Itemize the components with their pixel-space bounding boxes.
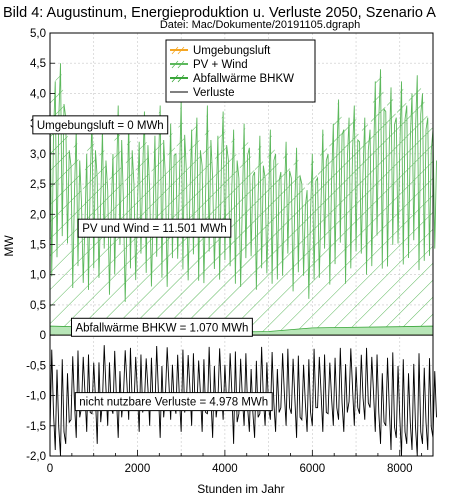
y-tick-label: 1,5 [30,240,46,252]
pv-wind-line [49,63,437,302]
y-tick-label: -1,0 [26,391,46,403]
annotation: Umgebungsluft = 0 MWh [32,115,169,135]
annotation-box [77,218,232,238]
y-tick-label: 4,0 [30,88,46,100]
annotation: nicht nutzbare Verluste = 4.978 MWh [74,392,273,412]
legend-item: Umgebungsluft [170,45,271,57]
annotation-box [32,115,169,135]
legend-box [165,39,316,103]
verluste-line [49,345,437,457]
annotation-label: PV und Wind = 11.501 MWh [82,223,227,235]
annotation-label: Abfallwärme BHKW = 1.070 MWh [75,322,248,334]
y-tick-label: 3,0 [30,149,46,161]
legend-hatch [171,74,185,83]
svg-text:MW: MW [2,235,16,257]
y-tick-label: 4,5 [30,58,46,70]
annotation: PV und Wind = 11.501 MWh [77,218,232,238]
y-tick-label: -2,0 [26,451,46,463]
y-tick-label: 5,0 [30,28,46,40]
y-tick-label: -1,5 [26,421,46,433]
y-axis-label: MW [2,235,16,257]
x-tick-label: 4000 [212,463,238,475]
legend-label: PV + Wind [193,59,248,71]
legend-item: Verluste [170,87,235,99]
x-tick-label: 8000 [387,463,413,475]
annotation-box [74,392,273,412]
legend-hatch [171,46,185,55]
y-tick-label: 0,5 [30,300,46,312]
annotation-box [70,317,253,337]
annotation: Abfallwärme BHKW = 1.070 MWh [70,317,253,337]
x-axis-label: Stunden im Jahr [197,482,284,496]
legend-item: Abfallwärme BHKW [170,73,294,85]
legend: Umgebungsluft PV + Wind Abfallwärme BHKW Ve… [165,39,316,103]
legend-hatch [171,60,185,69]
y-tick-label: 2,5 [30,179,46,191]
legend-label: Verluste [193,87,235,99]
y-tick-label: 2,0 [30,209,46,221]
annotation-label: Umgebungsluft = 0 MWh [37,120,164,132]
x-tick-label: 0 [47,463,53,475]
legend-item: PV + Wind [170,59,248,71]
y-tick-label: -0,5 [26,360,46,372]
annotation-label: nicht nutzbare Verluste = 4.978 MWh [79,397,268,409]
chart-title: Bild 4: Augustinum, Energieproduktion u.… [3,5,436,21]
x-tick-label: 2000 [125,463,151,475]
plot-area: -2,0-1,5-1,0-0,500,51,01,52,02,53,03,54,… [26,28,437,475]
legend-label: Abfallwärme BHKW [193,73,294,85]
x-tick-label: 6000 [300,463,326,475]
legend-label: Umgebungsluft [193,45,271,57]
y-tick-label: 0 [40,330,46,342]
y-tick-label: 1,0 [30,270,46,282]
chart-subtitle: Datei: Mac/Dokumente/20191105.dgraph [160,19,360,31]
